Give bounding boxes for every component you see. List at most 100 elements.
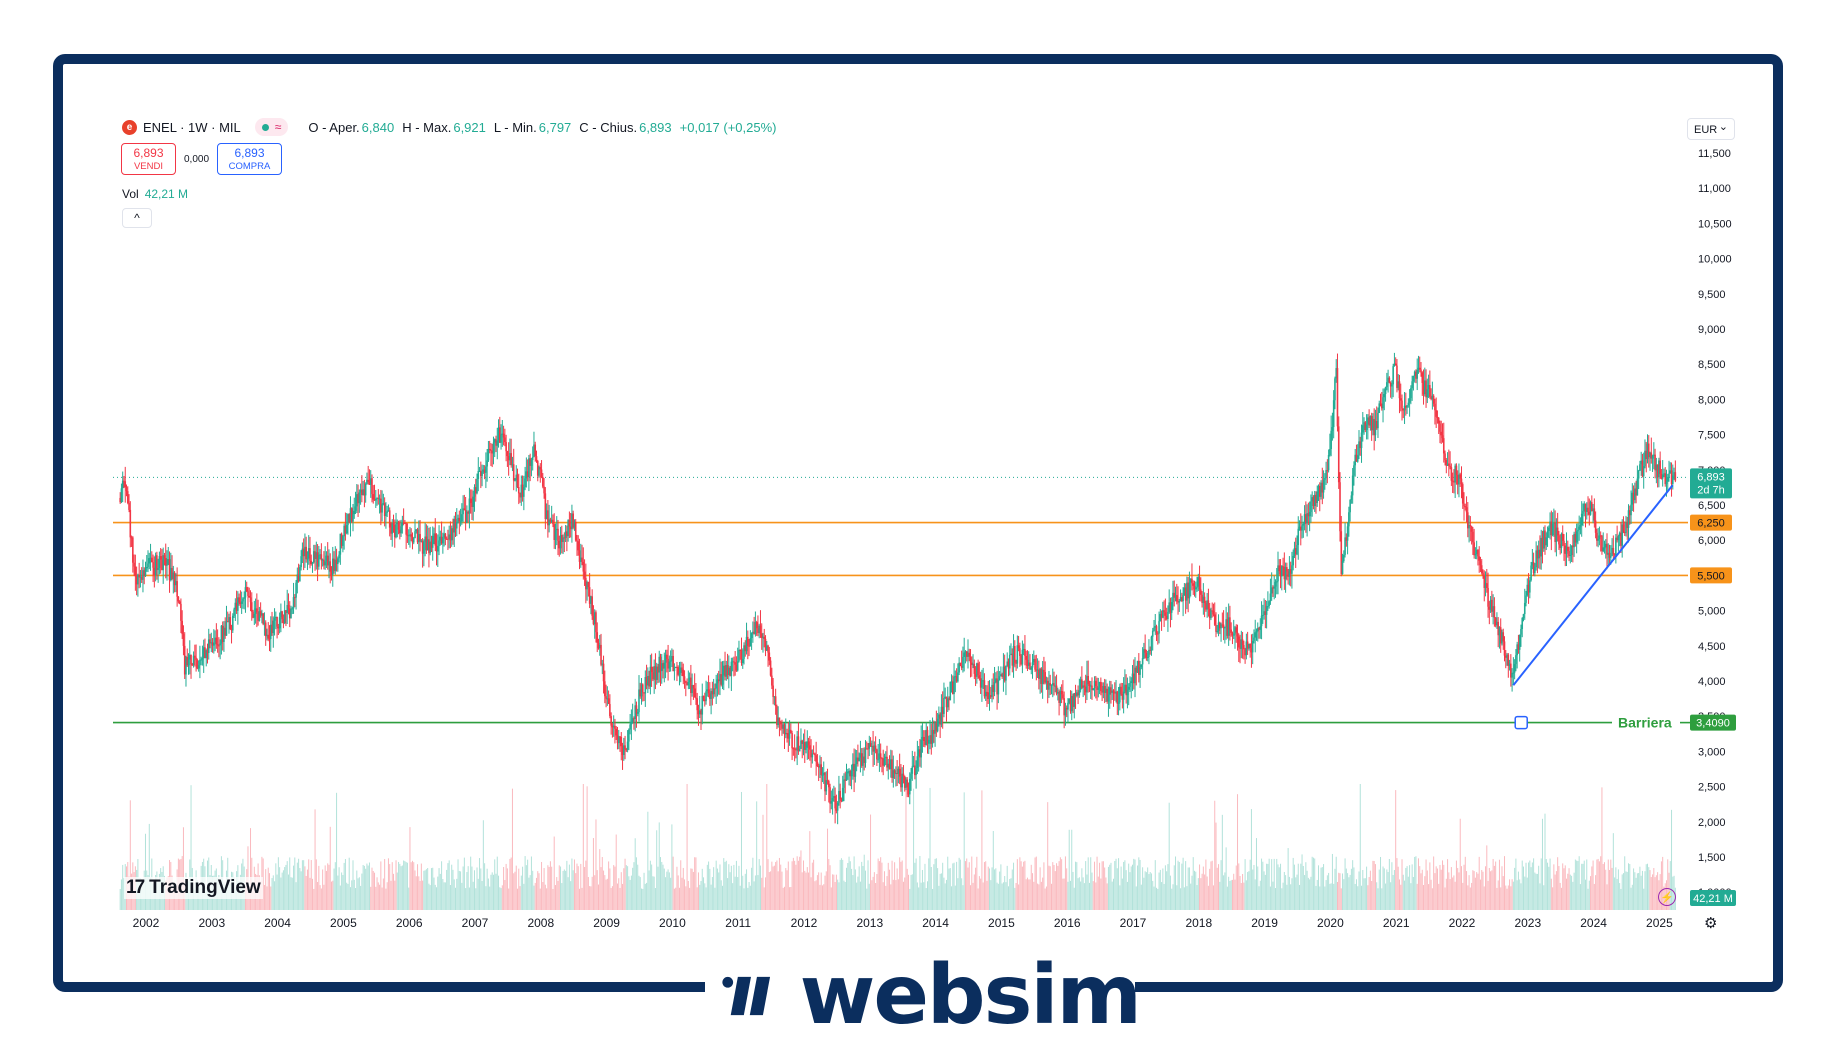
candle-body (1050, 684, 1053, 686)
candle-body (1170, 602, 1173, 613)
gear-icon[interactable]: ⚙ (1704, 915, 1718, 932)
volume-bar (734, 876, 736, 910)
candle-body (867, 748, 869, 750)
volume-bar (1549, 858, 1551, 910)
candle-body (1616, 537, 1618, 541)
volume-bar (1553, 864, 1555, 910)
candle-body (156, 555, 158, 571)
volume-bar (1614, 877, 1616, 910)
market-status-badge[interactable]: ≈ (254, 118, 289, 136)
volume-bar (1328, 872, 1330, 910)
candle-body (504, 437, 506, 443)
sell-button[interactable]: 6,893 VENDI (121, 143, 176, 175)
candle-body (1596, 532, 1598, 541)
volume-bar (749, 885, 751, 910)
candle-body (1064, 707, 1067, 716)
y-tick-label: 7,500 (1698, 430, 1726, 442)
candle-body (757, 628, 759, 634)
volume-bar (1536, 873, 1538, 910)
volume-bar (568, 864, 570, 910)
volume-bar (1438, 883, 1440, 910)
candle-body (1031, 662, 1034, 668)
candle-body (534, 444, 537, 457)
candle-body (363, 489, 366, 496)
buy-button[interactable]: 6,893 COMPRA (217, 143, 282, 175)
candle-body (555, 528, 558, 531)
volume-bar (1071, 829, 1073, 910)
volume-bar (1085, 861, 1087, 910)
candle-body (593, 612, 596, 625)
volume-bar (1450, 867, 1452, 910)
volume-bar (1224, 872, 1226, 910)
candle-body (1467, 512, 1469, 529)
volume-bar (381, 887, 383, 910)
volume-bar (384, 859, 386, 910)
volume-bar (1562, 863, 1564, 910)
candle-body (1597, 538, 1599, 541)
volume-bar (361, 873, 363, 910)
candle-body (829, 787, 831, 804)
volume-bar (1378, 869, 1380, 910)
candle-body (1278, 565, 1281, 572)
volume-bar (1430, 879, 1432, 910)
collapse-legend-button[interactable]: ^ (122, 208, 152, 228)
volume-bar (1401, 859, 1403, 910)
candle-body (1231, 632, 1234, 636)
x-tick-label: 2008 (527, 916, 554, 930)
candle-body (223, 627, 225, 642)
candle-body (342, 536, 344, 546)
volume-bar (1173, 865, 1175, 910)
candle-body (995, 678, 997, 683)
candle-body (1526, 584, 1529, 596)
barrier-price-label: 3,4090 (1696, 718, 1730, 730)
volume-bar (1288, 876, 1290, 910)
candle-body (639, 689, 642, 697)
currency-select[interactable]: EUR ⌄ (1687, 118, 1735, 140)
volume-bar (1062, 878, 1064, 910)
candle-body (218, 645, 220, 647)
volume-bar (1264, 874, 1266, 910)
volume-bar (544, 884, 546, 910)
candle-body (1560, 533, 1563, 548)
lightning-icon[interactable]: ⚡ (1658, 888, 1676, 906)
volume-bar (494, 859, 496, 910)
volume-bar (1199, 864, 1201, 910)
candle-body (154, 555, 157, 575)
volume-bar (347, 883, 349, 910)
candle-body (1472, 531, 1474, 543)
candle-body (439, 536, 442, 541)
candle-body (1448, 463, 1450, 466)
candle-body (1311, 497, 1313, 502)
symbol-title[interactable]: ENEL · 1W · MIL (143, 119, 241, 135)
volume-bar (1163, 883, 1165, 910)
volume-bar (422, 880, 424, 910)
candle-body (1168, 602, 1170, 612)
candle-body (350, 508, 353, 522)
candle-body (1279, 571, 1282, 577)
volume-bar (1080, 881, 1082, 910)
volume-bar (1043, 862, 1045, 910)
volume-bar (1612, 833, 1614, 910)
volume-bar (296, 862, 298, 910)
volume-bar (382, 878, 384, 910)
candle-body (1156, 633, 1159, 635)
volume-bar (649, 860, 651, 910)
volume-bar (1317, 865, 1319, 910)
volume-bar (620, 872, 622, 910)
candle-body (1410, 388, 1412, 399)
volume-bar (613, 865, 615, 910)
candle-body (996, 678, 998, 695)
volume-bar (628, 876, 630, 910)
candle-body (1361, 425, 1364, 433)
candle-body (461, 514, 463, 522)
candle-body (1016, 645, 1019, 664)
candle-body (900, 776, 902, 788)
volume-bar (1636, 873, 1638, 910)
volume-bar (1420, 873, 1422, 910)
candle-body (400, 526, 402, 534)
tradingview-watermark[interactable]: 17 TradingView (124, 877, 263, 899)
volume-bar (462, 866, 464, 910)
candle-body (1449, 465, 1451, 468)
volume-bar (1032, 873, 1034, 910)
